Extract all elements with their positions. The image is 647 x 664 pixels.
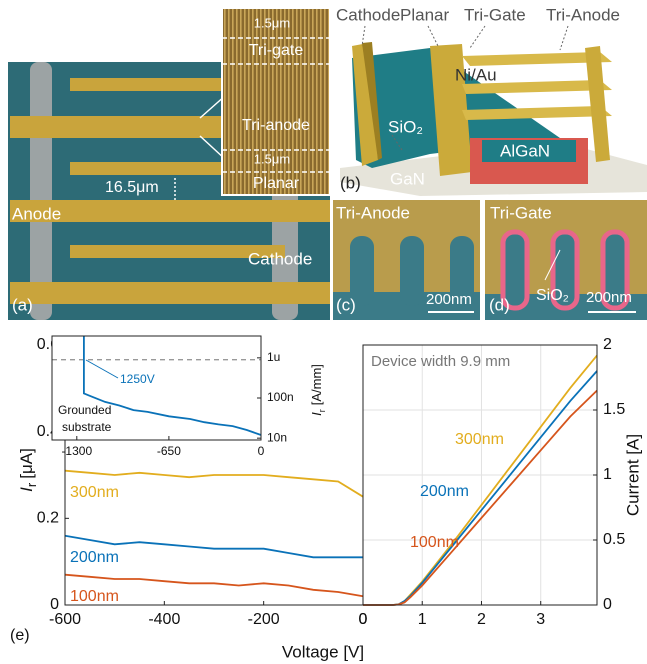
panel-label: (d)	[489, 295, 510, 314]
x-tick-label: 0	[359, 611, 368, 628]
region-label: Tri-gate	[249, 42, 304, 59]
panel-label: (c)	[336, 295, 356, 314]
page: 1.5μm Tri-gate Tri-anode 1.5μm Planar 16…	[0, 0, 647, 664]
y-tick-label: 2	[603, 336, 612, 353]
dimension-label: 1.5μm	[254, 151, 290, 166]
series-label: 100nm	[70, 588, 119, 605]
structure-label: Cathode	[336, 5, 400, 24]
series-label: 100nm	[410, 534, 459, 551]
x-axis-label: Voltage [V]	[282, 642, 364, 661]
figure: 1.5μm Tri-gate Tri-anode 1.5μm Planar 16…	[0, 0, 647, 664]
data-line	[363, 371, 597, 605]
material-label: AlGaN	[500, 141, 550, 160]
panel-label: (b)	[340, 173, 361, 192]
panel-label: (a)	[12, 295, 33, 314]
y-axis-label-unit: [A/mm]	[309, 364, 324, 405]
series-label: 200nm	[420, 483, 469, 500]
series-label: 200nm	[70, 549, 119, 566]
scale-label: 200nm	[586, 289, 632, 306]
x-tick-label: -200	[248, 611, 280, 628]
panel-label: (e)	[10, 627, 30, 644]
y-tick-label: 0.5	[603, 531, 625, 548]
series-label: 300nm	[455, 431, 504, 448]
y-tick-label: 0	[603, 596, 612, 613]
dimension-label: 1.5μm	[254, 15, 290, 30]
electrode-label: Anode	[12, 204, 61, 223]
panel-title: Tri-Anode	[336, 203, 410, 222]
region-label: Tri-anode	[242, 117, 310, 134]
x-tick-label: 3	[536, 611, 545, 628]
y-axis-label-subscript: r	[317, 409, 327, 412]
y-tick-label: 1u	[267, 350, 280, 364]
y-tick-label: 1	[603, 466, 612, 483]
material-label: SiO₂	[388, 117, 423, 136]
electrode-label: Cathode	[248, 249, 312, 268]
y-axis-label-subscript: r	[24, 482, 39, 487]
y-axis-label-unit: [μA]	[17, 448, 36, 479]
panel-a: 1.5μm Tri-gate Tri-anode 1.5μm Planar 16…	[8, 8, 330, 320]
annotation: substrate	[62, 420, 112, 434]
annotation: Device width 9.9 mm	[371, 353, 510, 370]
x-tick-label: -650	[157, 444, 181, 458]
panel-c: Tri-Anode 200nm (c)	[333, 200, 480, 320]
data-line	[363, 391, 597, 606]
x-tick-label: 1	[418, 611, 427, 628]
y-axis-label: Ir[A/mm]	[309, 364, 327, 416]
structure-label: Tri-Gate	[464, 5, 526, 24]
y-tick-label: 0.2	[37, 510, 59, 527]
panel-title: Tri-Gate	[490, 203, 552, 222]
material-label: GaN	[390, 169, 425, 188]
y-tick-label: 1.5	[603, 401, 625, 418]
panel-b: Cathode Planar Tri-Gate Tri-Anode Ni/Au …	[336, 5, 647, 196]
y-tick-label: 10n	[267, 430, 287, 444]
x-tick-label: 0	[258, 444, 265, 458]
material-label: SiO₂	[536, 287, 569, 304]
dimension-label: 16.5μm	[105, 179, 159, 196]
data-line	[363, 355, 597, 605]
x-tick-label: -400	[148, 611, 180, 628]
region-label: Planar	[253, 175, 300, 192]
scale-label: 200nm	[426, 291, 472, 308]
y-tick-label: 100n	[267, 390, 294, 404]
structure-label: Tri-Anode	[546, 5, 620, 24]
series-label: 300nm	[70, 484, 119, 501]
x-tick-label: -1300	[61, 444, 92, 458]
panel-d: Tri-Gate SiO₂ 200nm (d)	[485, 200, 647, 320]
x-tick-label: 2	[477, 611, 486, 628]
material-label: Ni/Au	[455, 65, 497, 84]
x-tick-label: -600	[49, 611, 81, 628]
y-axis-label: Ir[μA]	[17, 448, 39, 492]
annotation: Grounded	[58, 403, 111, 417]
structure-label: Planar	[400, 5, 449, 24]
y-axis-label: Current [A]	[623, 434, 642, 516]
series-label: 1250V	[120, 372, 155, 386]
